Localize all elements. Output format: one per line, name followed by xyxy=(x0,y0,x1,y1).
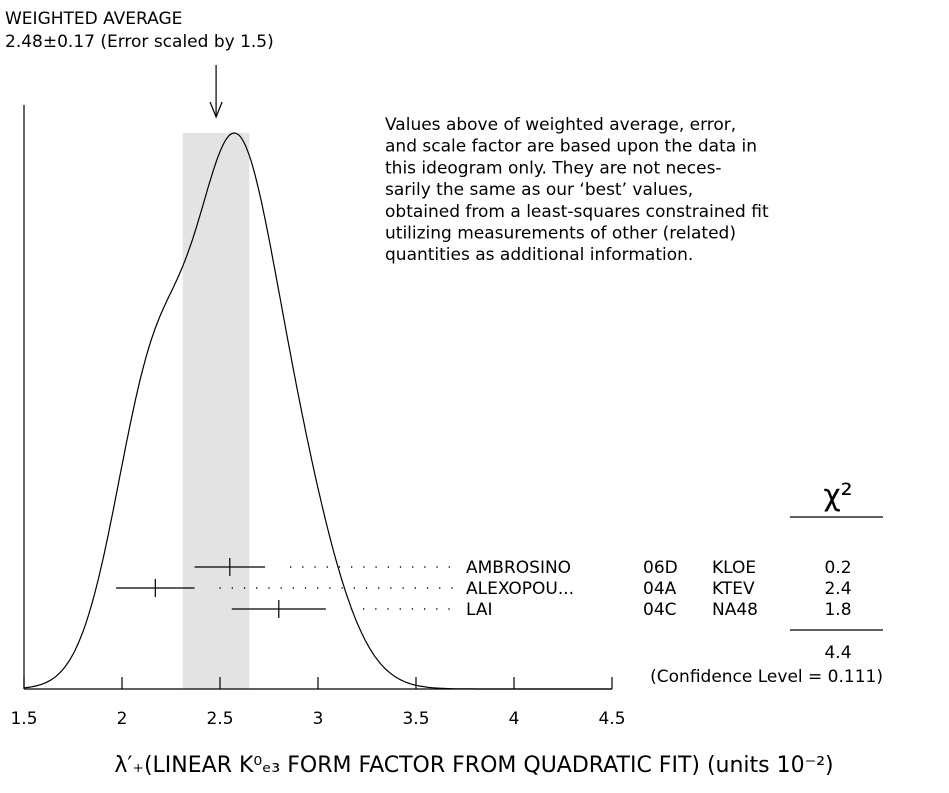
row-code: 04A xyxy=(643,579,677,599)
average-label: 2.48±0.17 (Error scaled by 1.5) xyxy=(5,32,274,52)
row-experiment: NA48 xyxy=(712,600,758,620)
ideogram-curve xyxy=(23,132,612,690)
x-tick-label: 4.5 xyxy=(598,709,625,729)
row-name: ALEXOPOU... xyxy=(466,579,574,599)
row-chi2: 1.8 xyxy=(824,600,851,620)
row-experiment: KLOE xyxy=(712,558,756,578)
x-axis-label: λ′₊(LINEAR K⁰ₑ₃ FORM FACTOR FROM QUADRAT… xyxy=(114,753,833,778)
x-tick-label: 3 xyxy=(313,709,324,729)
x-tick-label: 3.5 xyxy=(402,709,429,729)
note-line: sarily the same as our ‘best’ values, xyxy=(385,180,693,200)
row-code: 06D xyxy=(643,558,678,578)
note-line: quantities as additional information. xyxy=(385,245,693,265)
average-arrowhead xyxy=(209,101,223,119)
row-chi2: 2.4 xyxy=(824,579,851,599)
x-tick-label: 1.5 xyxy=(10,709,37,729)
x-tick-label: 2 xyxy=(117,709,128,729)
note-line: this ideogram only. They are not neces- xyxy=(385,158,722,178)
note-line: utilizing measurements of other (related… xyxy=(385,224,736,244)
x-tick-label: 2.5 xyxy=(206,709,233,729)
row-experiment: KTEV xyxy=(712,579,755,599)
row-code: 04C xyxy=(643,600,677,620)
note-line: Values above of weighted average, error, xyxy=(385,115,736,135)
confidence-level: (Confidence Level = 0.111) xyxy=(650,667,883,687)
row-name: LAI xyxy=(466,600,493,620)
row-name: AMBROSINO xyxy=(466,558,571,578)
note-line: obtained from a least-squares constraine… xyxy=(385,202,769,222)
average-title: WEIGHTED AVERAGE xyxy=(5,9,182,29)
chi2-header: χ² xyxy=(823,478,852,513)
note-line: and scale factor are based upon the data… xyxy=(385,137,757,157)
x-tick-label: 4 xyxy=(509,709,520,729)
row-chi2: 0.2 xyxy=(824,558,851,578)
average-band xyxy=(182,133,250,689)
chi2-total: 4.4 xyxy=(824,643,851,663)
